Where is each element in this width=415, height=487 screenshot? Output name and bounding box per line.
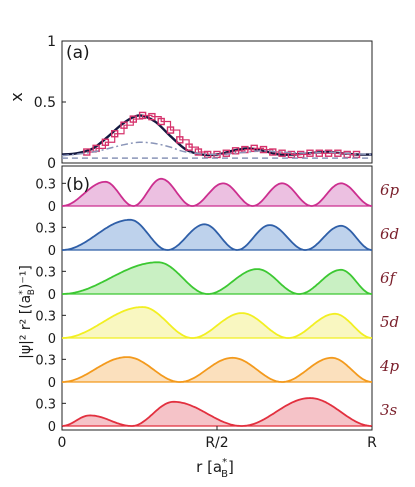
panel-b-ytick-label: 0.3 (35, 309, 56, 324)
orbital-label-6d: 6d (380, 225, 399, 243)
panel-b-ytick-label: 0.3 (35, 353, 56, 368)
panel-b-ylabel-end: )⁻¹] (18, 265, 34, 289)
panel-a: 00.51 (34, 34, 373, 172)
panel-a-step-line (86, 114, 357, 156)
panel-b-ytick-label: 0 (48, 200, 56, 215)
orbital-curve-3s (61, 397, 372, 427)
panel-b-xtick-label: R (367, 435, 377, 451)
panel-b-xlabel-sub: B (221, 469, 228, 480)
orbital-label-4p: 4p (379, 357, 400, 375)
panel-b-ylabel: |ψ|² r² [(a*B)⁻¹] (18, 265, 37, 359)
panel-b-xlabel-main: r [a (196, 458, 222, 476)
panel-a-ytick-label: 1 (47, 34, 56, 50)
panel-b-xlabel: r [a* B] (196, 457, 234, 480)
panel-b-xlabel-sup: * (222, 457, 227, 468)
panel-a-ytick-label: 0 (47, 156, 56, 172)
orbital-label-6p: 6p (380, 181, 400, 199)
panel-b-label: (b) (66, 175, 90, 195)
orbital-curve-6p (61, 177, 373, 207)
orbital-curve-6f (62, 261, 373, 295)
orbital-label-3s: 3s (380, 401, 398, 419)
panel-a-ylabel: x (7, 92, 26, 101)
orbital-fill-6f (62, 262, 372, 294)
orbital-curve-4p (62, 356, 373, 383)
orbital-label-5d: 5d (380, 313, 399, 331)
panel-b-ytick-label: 0 (48, 376, 56, 391)
orbital-label-6f: 6f (380, 269, 398, 287)
panel-a-label: (a) (66, 43, 90, 63)
panel-b-ytick-label: 0 (48, 332, 56, 347)
panel-b: 0 0.3 6p 0 0.3 6d 0 0.3 6f 0 0.3 5d 0 0.3 4p 0 0.3 3s 0 R/2… (35, 165, 400, 451)
panel-b-ytick-label: 0.3 (35, 177, 56, 192)
orbital-fill-4p (62, 357, 372, 382)
panel-b-xlabel-end: ] (228, 458, 234, 476)
panel-b-xtick-label: 0 (58, 435, 67, 451)
panel-b-ylabel-sub: B (27, 289, 37, 295)
panel-a-ytick-label: 0.5 (34, 95, 56, 111)
panel-b-ylabel-main: |ψ|² r² [(a (18, 295, 34, 359)
orbital-fill-6d (62, 219, 372, 250)
panel-b-ytick-label: 0.3 (35, 265, 56, 280)
orbital-fill-6p (62, 178, 372, 206)
panel-b-ytick-label: 0 (48, 244, 56, 259)
orbital-fill-3s (62, 398, 372, 426)
orbital-curve-6d (62, 218, 373, 251)
panel-b-ytick-label: 0 (48, 288, 56, 303)
orbital-curve-5d (62, 306, 373, 339)
panel-b-ylabel-sup: * (18, 290, 28, 295)
panel-b-xtick-label: R/2 (205, 435, 228, 451)
panel-b-ytick-label: 0.3 (35, 397, 56, 412)
panel-b-ytick-label: 0.3 (35, 221, 56, 236)
orbital-fill-5d (62, 307, 372, 338)
panel-b-ytick-label: 0 (48, 420, 56, 435)
